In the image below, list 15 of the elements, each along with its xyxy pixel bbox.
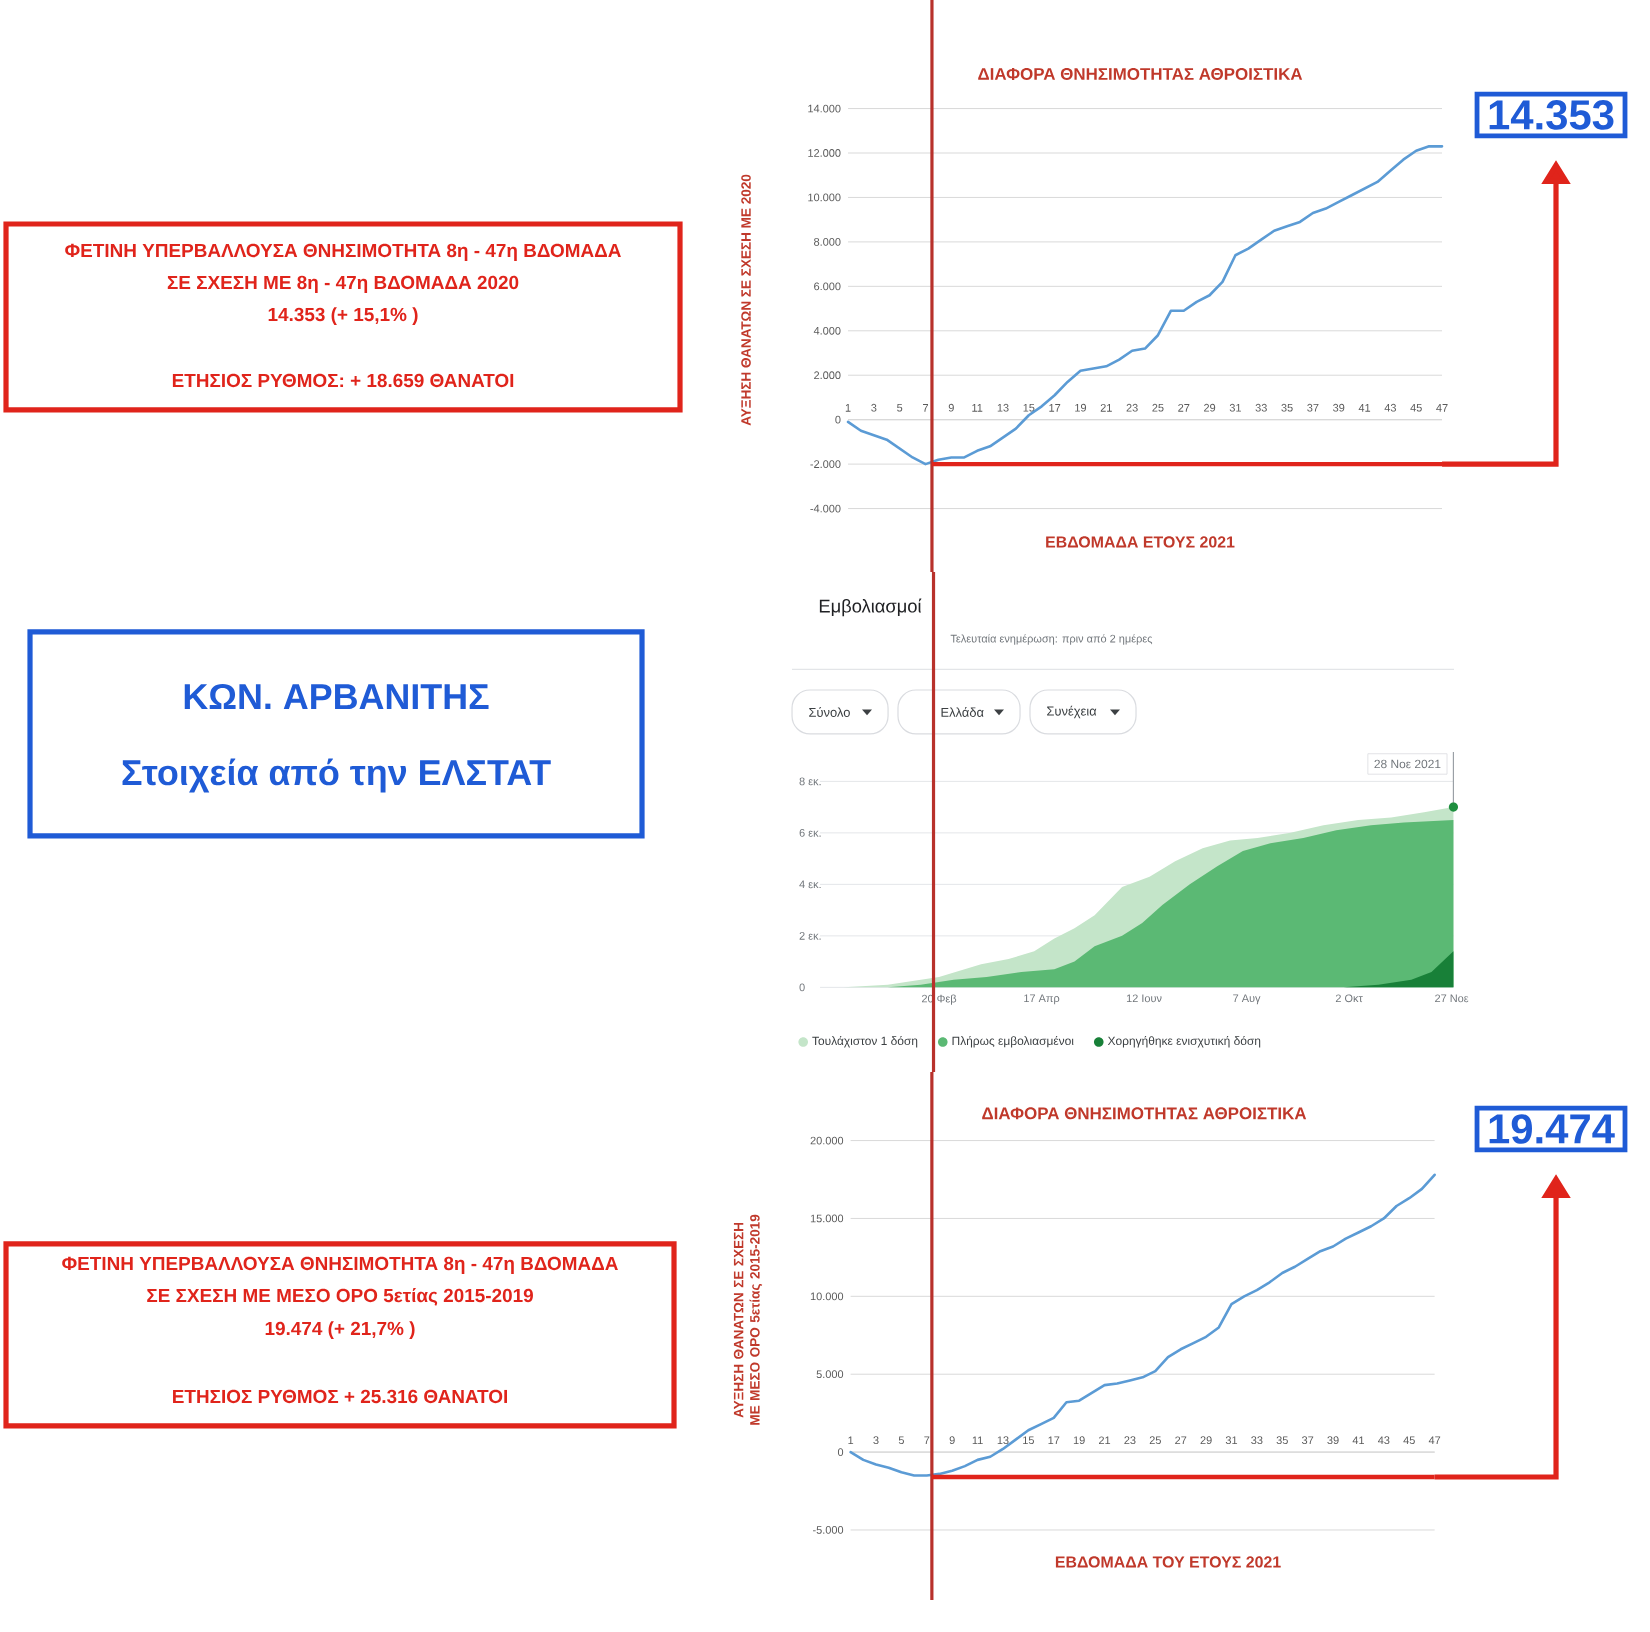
chart-title: ΔΙΑΦΟΡΑ ΘΝΗΣΙΜΟΤΗΤΑΣ ΑΘΡΟΙΣΤΙΚΑ bbox=[978, 67, 1303, 80]
text: ΕΤΗΣΙΟΣ ΡΥΘΜΟΣ + 25.316 ΘΑΝΑΤΟΙ bbox=[173, 1389, 508, 1404]
text: 19.474 (+ 21,7% ) bbox=[265, 1321, 415, 1339]
text: 14.353 (+ 15,1% ) bbox=[268, 307, 418, 325]
text: 14.353 bbox=[1489, 100, 1614, 130]
text: Στοιχεία από την ΕΛΣΤΑΤ bbox=[122, 758, 551, 793]
text: ΣΕ ΣΧΕΣΗ ΜΕ ΜΕΣΟ ΟΡΟ 5ετίας 2015-2019 bbox=[147, 1288, 533, 1306]
chart-title: ΔΙΑΦΟΡΑ ΘΝΗΣΙΜΟΤΗΤΑΣ ΑΘΡΟΙΣΤΙΚΑ bbox=[982, 1107, 1307, 1120]
text: ΣΕ ΣΧΕΣΗ ΜΕ 8η - 47η ΒΔΟΜΑΔΑ 2020 bbox=[167, 275, 519, 293]
text: ΕΤΗΣΙΟΣ ΡΥΘΜΟΣ: + 18.659 ΘΑΝΑΤΟΙ bbox=[172, 373, 514, 388]
text: 19.474 bbox=[1489, 1114, 1615, 1144]
text: ΚΩΝ. ΑΡΒΑΝΙΤΗΣ bbox=[184, 683, 489, 709]
text: ΦΕΤΙΝΗ ΥΠΕΡΒΑΛΛΟΥΣΑ ΘΝΗΣΙΜΟΤΗΤΑ 8η - 47η ΒΔΟΜΑΔΑ bbox=[65, 243, 621, 261]
text: ΦΕΤΙΝΗ ΥΠΕΡΒΑΛΛΟΥΣΑ ΘΝΗΣΙΜΟΤΗΤΑ 8η - 47η ΒΔΟΜΑΔΑ bbox=[62, 1256, 618, 1274]
chart-title: Εμβολιασμοί bbox=[819, 598, 922, 617]
